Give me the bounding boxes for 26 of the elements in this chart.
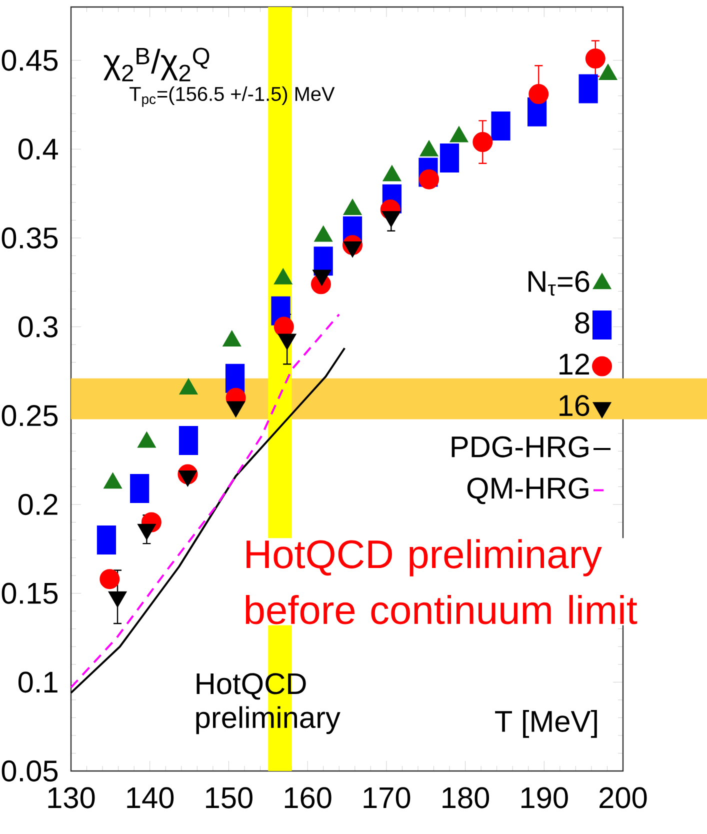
y-tick-label: 0.45 bbox=[2, 50, 58, 71]
x-tick-label: 140 bbox=[127, 787, 174, 808]
y-tick-label: 0.2 bbox=[18, 494, 58, 516]
x-tick-label: 160 bbox=[284, 787, 332, 808]
legend-label: 8 bbox=[575, 312, 590, 334]
x-tick-label: 190 bbox=[521, 787, 568, 808]
legend-label: QM-HRG bbox=[467, 478, 588, 504]
y-tick-label: 0.1 bbox=[18, 672, 58, 693]
x-tick-label: 200 bbox=[600, 787, 647, 808]
x-tick-label: 130 bbox=[48, 787, 95, 808]
x-tick-label: 150 bbox=[206, 787, 252, 808]
legend-label: 12 bbox=[560, 354, 590, 374]
y-tick-label: 0.05 bbox=[2, 760, 58, 782]
legend-label: PDG-HRG bbox=[452, 436, 588, 458]
annotation: HotQCD preliminary before continuum limit bbox=[246, 539, 638, 624]
legend-label: 16 bbox=[560, 394, 590, 416]
y-tick-label: 0.25 bbox=[2, 405, 58, 426]
x-tick-label: 180 bbox=[442, 787, 490, 808]
y-tick-label: 0.15 bbox=[2, 582, 58, 604]
x-tick-label: 170 bbox=[364, 787, 410, 808]
y-axis-title: χ$_{2}$$^{B}$/χ$_{2}$Q bbox=[104, 48, 210, 82]
x-axis-title: T [MeV] bbox=[495, 710, 597, 738]
y-tick-label: 0.4 bbox=[18, 138, 58, 160]
legend-label: N$_{τ}$=6 bbox=[528, 270, 590, 296]
y-tick-label: 0.35 bbox=[2, 227, 58, 249]
y-tick-label: 0.3 bbox=[18, 316, 58, 338]
